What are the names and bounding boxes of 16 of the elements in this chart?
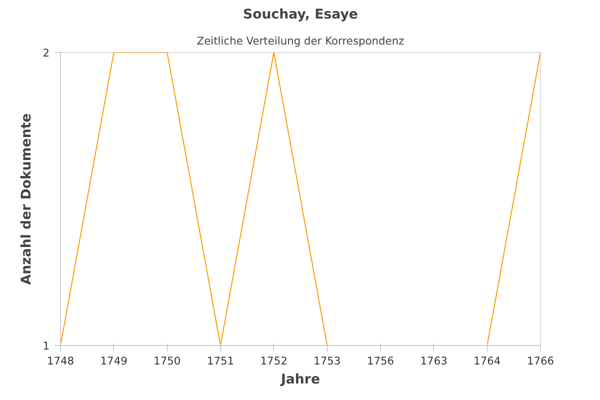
x-tick-label: 1764 <box>474 354 501 368</box>
x-tick-label: 1751 <box>206 354 234 368</box>
x-tick-label: 1749 <box>100 354 128 368</box>
chart-subtitle: Zeitliche Verteilung der Korrespondenz <box>196 34 405 48</box>
x-tick-label: 1756 <box>366 354 394 368</box>
y-tick-label: 2 <box>42 46 50 60</box>
x-tick-label: 1753 <box>314 354 341 368</box>
x-tick-label: 1766 <box>526 354 554 368</box>
y-axis-title: Anzahl der Dokumente <box>20 113 35 285</box>
y-tick-label: 1 <box>42 340 50 352</box>
x-tick-label: 1750 <box>154 354 181 368</box>
x-tick-label: 1752 <box>260 354 288 368</box>
chart-title: Souchay, Esaye <box>243 8 358 22</box>
x-axis-title: Jahre <box>280 372 320 388</box>
x-tick-label: 1763 <box>420 354 448 368</box>
x-tick-label: 1748 <box>46 354 74 368</box>
